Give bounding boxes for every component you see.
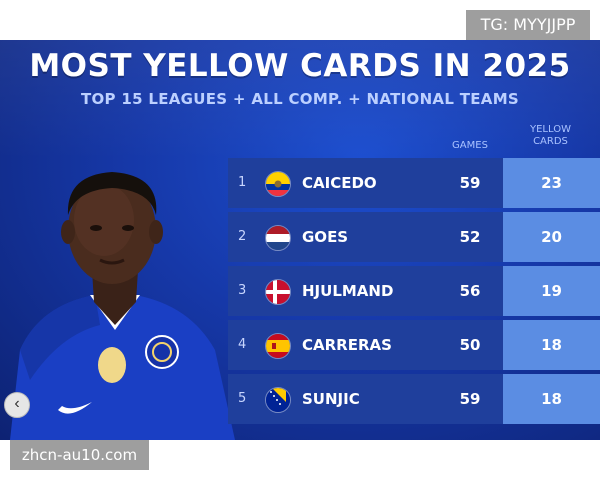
yellow-cards-graphic: MOST YELLOW CARDS IN 2025 TOP 15 LEAGUES… xyxy=(0,40,600,440)
cards-value: 23 xyxy=(503,158,600,208)
chevron-left-icon[interactable]: ‹ xyxy=(4,392,30,418)
ecuador-flag-icon xyxy=(265,171,291,197)
player-name: CAICEDO xyxy=(302,174,377,192)
yellow-cards-table: 1 CAICEDO 59 23 2 GOES 52 20 3 xyxy=(228,158,600,428)
player-name: GOES xyxy=(302,228,349,246)
tg-badge: TG: MYYJJPP xyxy=(466,10,590,40)
yellow-cards-column-header: YELLOW CARDS xyxy=(503,124,598,148)
graphic-subtitle: TOP 15 LEAGUES + ALL COMP. + NATIONAL TE… xyxy=(80,90,520,108)
player-name: CARRERAS xyxy=(302,336,392,354)
cards-value: 18 xyxy=(503,320,600,370)
yellow-cards-header-line2: CARDS xyxy=(533,136,568,147)
games-value: 59 xyxy=(459,174,481,192)
rank: 3 xyxy=(238,283,247,298)
rank: 5 xyxy=(238,391,247,406)
games-column-header: GAMES xyxy=(452,140,488,151)
games-value: 56 xyxy=(459,282,481,300)
table-row: 4 CARRERAS 50 18 xyxy=(228,320,600,370)
cards-value: 20 xyxy=(503,212,600,262)
cards-value: 19 xyxy=(503,266,600,316)
denmark-flag-icon xyxy=(265,279,291,305)
yellow-cards-header-line1: YELLOW xyxy=(530,124,571,135)
games-value: 59 xyxy=(459,390,481,408)
games-value: 52 xyxy=(459,228,481,246)
watermark: zhcn-au10.com xyxy=(10,440,149,470)
netherlands-flag-icon xyxy=(265,225,291,251)
rank: 4 xyxy=(238,337,247,352)
table-row: 3 HJULMAND 56 19 xyxy=(228,266,600,316)
graphic-title: MOST YELLOW CARDS IN 2025 xyxy=(29,48,571,84)
games-value: 50 xyxy=(459,336,481,354)
table-row: 1 CAICEDO 59 23 xyxy=(228,158,600,208)
table-row: 5 SUNJIC 59 18 xyxy=(228,374,600,424)
cards-value: 18 xyxy=(503,374,600,424)
player-name: HJULMAND xyxy=(302,282,394,300)
rank: 1 xyxy=(238,175,247,190)
table-row: 2 GOES 52 20 xyxy=(228,212,600,262)
spain-flag-icon xyxy=(265,333,291,359)
player-name: SUNJIC xyxy=(302,390,360,408)
bosnia-flag-icon xyxy=(265,387,291,413)
rank: 2 xyxy=(238,229,247,244)
player-image xyxy=(10,172,235,440)
